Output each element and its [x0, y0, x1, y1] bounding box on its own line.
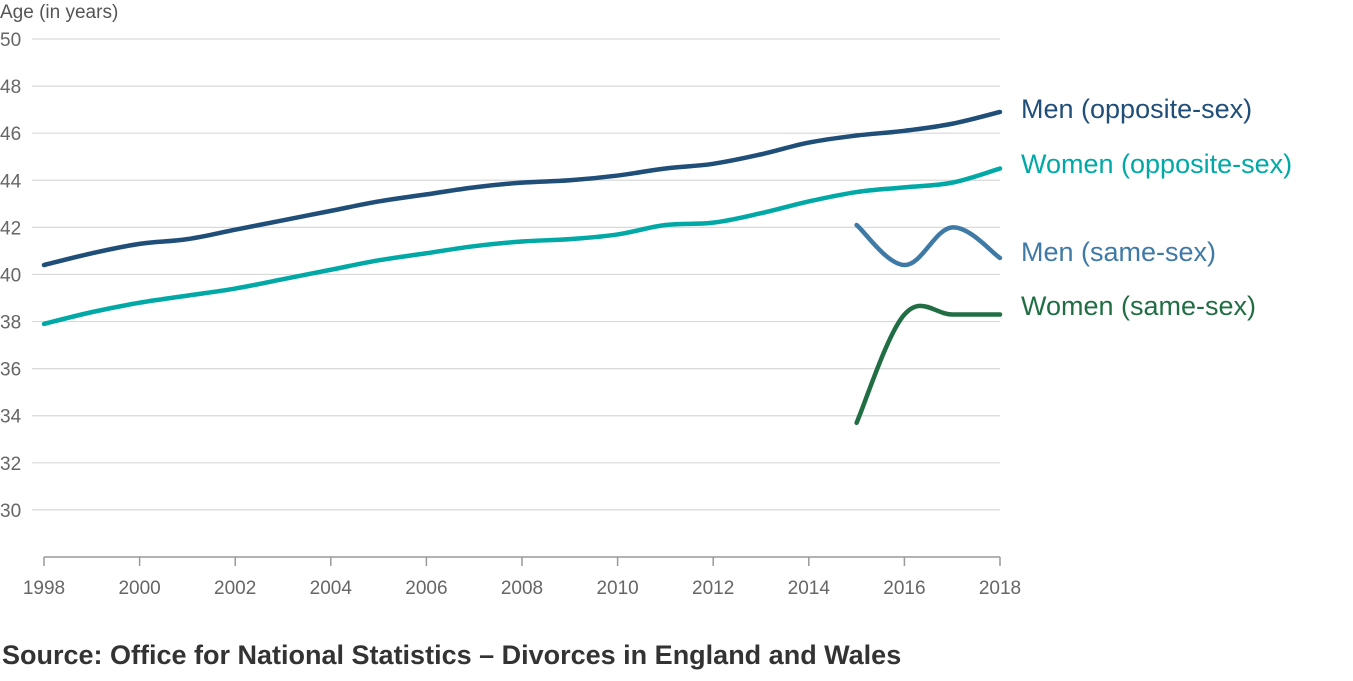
series-lines — [41, 109, 1003, 426]
y-tick-label: 46 — [0, 124, 21, 145]
gridlines — [32, 38, 1000, 511]
x-tick-label: 2002 — [214, 578, 256, 599]
x-tick-label: 2004 — [310, 578, 353, 599]
y-tick-label: 42 — [0, 218, 21, 239]
y-axis: 30 32 34 36 38 40 42 44 46 48 50 — [0, 30, 22, 522]
y-tick-label: 36 — [0, 360, 21, 381]
series-label-women-same-sex: Women (same-sex) — [1021, 291, 1256, 321]
x-tick-label: 2010 — [596, 578, 638, 599]
y-tick-label: 38 — [0, 313, 21, 334]
line-chart: 30 32 34 36 38 40 42 44 46 48 50 1998 2000 2002 2004 2… — [0, 2, 1292, 599]
series-label-men-same-sex: Men (same-sex) — [1021, 237, 1216, 267]
series-label-men-opposite-sex: Men (opposite-sex) — [1021, 94, 1252, 124]
y-axis-label: Age (in years) — [0, 2, 118, 23]
series-line-men-same-sex — [854, 222, 1003, 268]
x-tick-label: 1998 — [23, 578, 65, 599]
y-tick-label: 44 — [0, 171, 22, 192]
series-label-women-opposite-sex: Women (opposite-sex) — [1021, 149, 1292, 179]
x-tick-label: 2012 — [692, 578, 734, 599]
series-line-women-opposite-sex — [41, 166, 1003, 327]
x-tick-label: 2006 — [405, 578, 447, 599]
x-tick-label: 2008 — [501, 578, 543, 599]
x-tick-label: 2016 — [883, 578, 925, 599]
series-line-men-opposite-sex — [41, 109, 1003, 268]
y-tick-label: 48 — [0, 77, 21, 98]
x-tick-label: 2018 — [979, 578, 1021, 599]
y-tick-label: 34 — [0, 407, 22, 428]
x-tick-label: 2000 — [118, 578, 160, 599]
source-note: Source: Office for National Statistics –… — [2, 640, 902, 670]
x-axis: 1998 2000 2002 2004 2006 2008 2010 2012 2014 2016… — [23, 556, 1021, 599]
series-line-women-same-sex — [854, 303, 1003, 426]
x-tick-label: 2014 — [788, 578, 831, 599]
y-tick-label: 32 — [0, 454, 21, 475]
series-labels: Men (opposite-sex) Women (opposite-sex) Me… — [1021, 94, 1292, 321]
y-tick-label: 30 — [0, 501, 21, 522]
y-tick-label: 50 — [0, 30, 21, 51]
y-tick-label: 40 — [0, 265, 21, 286]
